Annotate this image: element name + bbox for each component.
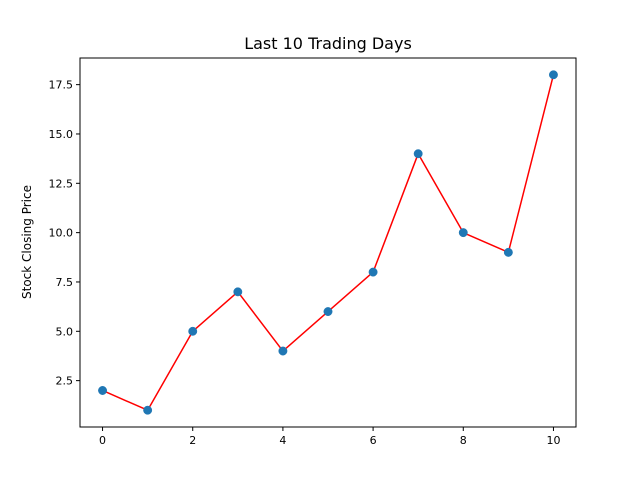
data-point-marker <box>278 346 288 356</box>
y-tick-label: 17.5 <box>49 79 74 92</box>
y-tick-label: 12.5 <box>49 177 74 190</box>
axis-ticks: 0 2 4 6 8 10 2.5 5.0 7.5 10.0 12.5 15.0 17.5 <box>49 79 561 447</box>
data-point-marker <box>413 149 423 159</box>
y-axis-label: Stock Closing Price <box>20 185 34 299</box>
chart-title: Last 10 Trading Days <box>244 34 412 53</box>
x-tick-label: 2 <box>189 434 196 447</box>
x-tick-label: 6 <box>370 434 377 447</box>
y-tick-label: 15.0 <box>49 128 74 141</box>
x-tick-label: 4 <box>279 434 286 447</box>
x-tick-label: 10 <box>546 434 560 447</box>
y-tick-label: 7.5 <box>56 276 74 289</box>
y-tick-label: 5.0 <box>56 325 74 338</box>
data-point-marker <box>188 326 198 336</box>
x-tick-label: 0 <box>99 434 106 447</box>
data-point-marker <box>458 228 468 238</box>
data-point-marker <box>98 386 107 395</box>
data-point-marker <box>233 287 243 297</box>
data-point-marker <box>368 267 378 277</box>
data-point-marker <box>323 307 333 317</box>
data-point-marker <box>549 70 558 80</box>
y-tick-label: 10.0 <box>49 227 74 240</box>
y-tick-label: 2.5 <box>56 375 74 388</box>
data-point-marker <box>503 247 513 257</box>
plot-markers <box>98 70 558 415</box>
data-point-marker <box>143 405 153 415</box>
x-tick-label: 8 <box>460 434 467 447</box>
plot-frame <box>79 57 577 428</box>
